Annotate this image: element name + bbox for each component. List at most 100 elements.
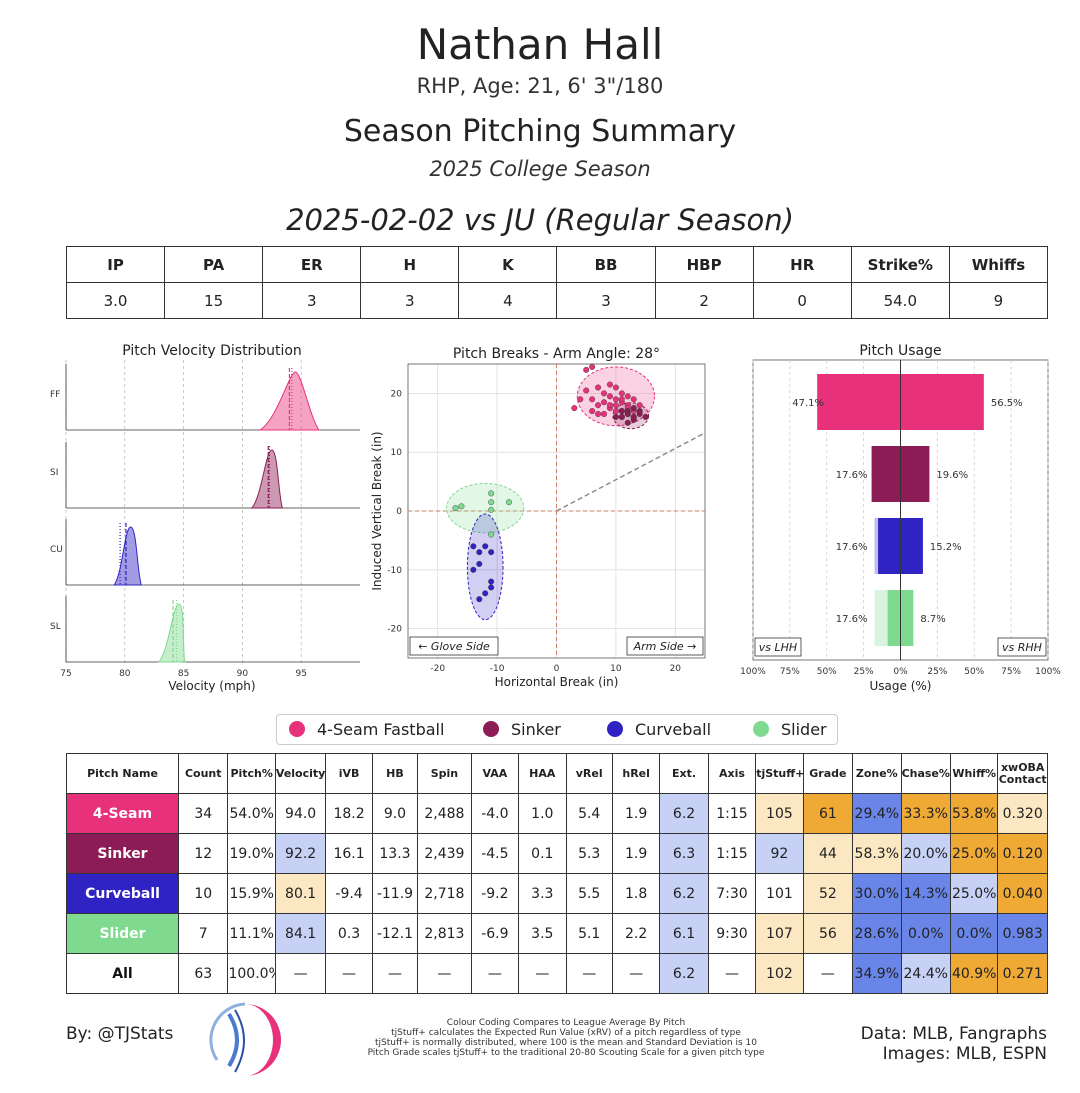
usage-x-label: Usage (%) — [870, 679, 932, 693]
metrics-cell: 0.983 — [997, 913, 1048, 954]
metrics-header-cell: Chase% — [900, 753, 951, 794]
season-label: 2025 College Season — [429, 157, 651, 181]
vs-rhh-box — [997, 637, 1047, 657]
break-point-ff — [618, 396, 625, 403]
metrics-cell: — — [371, 953, 419, 994]
legend-dot — [289, 721, 305, 737]
break-y-tick: -10 — [387, 566, 402, 576]
stat-header: BB — [556, 246, 656, 283]
metrics-row: Sinker 12 19.0% 92.2 16.1 13.3 2,439 -4.5 0.1 5.3… — [65, 833, 1048, 874]
metrics-header-cell: hRel — [611, 753, 661, 794]
metrics-cell: 6.2 — [659, 953, 709, 994]
break-point-cu — [476, 596, 483, 603]
break-x-tick: 20 — [670, 664, 682, 674]
break-point-ff — [612, 384, 619, 391]
footnote: tjStuff+ is normally distributed, where … — [374, 1038, 758, 1048]
data-source: Data: MLB, Fangraphs Images: MLB, ESPN — [861, 1024, 1047, 1064]
metrics-cell: 30.0% — [852, 873, 902, 914]
metrics-cell: 92 — [755, 833, 804, 874]
metrics-cell: 0.320 — [997, 793, 1048, 834]
metrics-header-cell: tjStuff+ — [755, 753, 804, 794]
metrics-cell: 10 — [178, 873, 229, 914]
usage-bar-rhh-ff — [900, 374, 984, 430]
arm-angle-line — [556, 432, 706, 512]
usage-bar-mirror-ff — [817, 374, 901, 430]
metrics-cell: 5.4 — [565, 793, 613, 834]
break-point-si — [624, 419, 631, 426]
break-point-ff — [571, 405, 578, 412]
break-point-ff — [601, 410, 608, 417]
legend-dot — [753, 721, 769, 737]
usage-value-rhh: 19.6% — [936, 470, 968, 481]
usage-value-lhh: 17.6% — [836, 470, 868, 481]
break-point-ff — [589, 396, 596, 403]
stat-header: Whiffs — [948, 246, 1049, 283]
usage-bar-rhh-sl — [900, 590, 914, 646]
metrics-cell: 2,813 — [417, 913, 472, 954]
break-x-label: Horizontal Break (in) — [495, 675, 619, 689]
metrics-row: Slider 7 11.1% 84.1 0.3 -12.1 2,813 -6.9 3.5 5.1 2… — [65, 913, 1048, 954]
break-x-tick: -10 — [490, 664, 505, 674]
metrics-cell: 40.9% — [949, 953, 999, 994]
break-point-ff — [589, 408, 596, 415]
metrics-cell: — — [470, 953, 520, 994]
stat-value: 15 — [164, 282, 264, 319]
metrics-cell: 0.3 — [325, 913, 373, 954]
stat-header: PA — [164, 246, 264, 283]
metrics-header-cell: vRel — [565, 753, 613, 794]
usage-value-lhh: 17.6% — [836, 614, 868, 625]
metrics-cell: 6.2 — [659, 793, 709, 834]
metrics-header-cell: Axis — [707, 753, 757, 794]
byline: By: @TJStats — [66, 1024, 174, 1044]
break-point-si — [612, 413, 619, 420]
metrics-header-cell: Velocity — [274, 753, 327, 794]
break-point-ff — [612, 408, 619, 415]
game-stats-table: IP PA ER H K BB HBP HR Strike% Whiffs 3.… — [65, 246, 1049, 319]
game-label: 2025-02-02 vs JU (Regular Season) — [286, 203, 794, 237]
usage-bar-rhh-cu — [900, 518, 923, 574]
metrics-cell: 92.2 — [274, 833, 327, 874]
break-point-cu — [482, 590, 489, 597]
velocity-distribution-chart: Pitch Velocity Distribution 75 80 85 90 95 FF S… — [50, 343, 360, 693]
usage-value-lhh: 47.1% — [792, 398, 824, 409]
usage-tick-label: 75% — [780, 667, 800, 677]
velocity-panel-label: SL — [50, 622, 61, 632]
metrics-cell: 6.3 — [659, 833, 709, 874]
metrics-cell: 5.3 — [565, 833, 613, 874]
stat-value: 3 — [556, 282, 656, 319]
stat-header: K — [458, 246, 558, 283]
break-point-sl — [488, 531, 495, 538]
break-point-cu — [476, 560, 483, 567]
pitch-legend: 4-Seam Fastball Sinker Curveball Slider — [276, 714, 838, 745]
metrics-cell: 0.040 — [997, 873, 1048, 914]
velocity-density-sl — [157, 603, 186, 663]
legend-item-sl: Slider — [753, 720, 827, 739]
tjstats-logo — [209, 1002, 281, 1076]
metrics-cell: 2,488 — [417, 793, 472, 834]
break-y-label: Induced Vertical Break (in) — [370, 431, 384, 590]
pitch-metrics-table: Pitch Name Count Pitch% Velocity iVB HB Spin VA… — [65, 753, 1048, 994]
metrics-header-cell: Ext. — [659, 753, 709, 794]
break-y-tick: 20 — [391, 389, 403, 399]
break-point-si — [636, 408, 643, 415]
velocity-tick-label: 90 — [237, 669, 249, 679]
stat-value: 0 — [752, 282, 852, 319]
legend-item-si: Sinker — [483, 720, 561, 739]
break-point-cu — [482, 543, 489, 550]
player-bio: RHP, Age: 21, 6' 3"/180 — [416, 74, 664, 98]
metrics-row: All63100.0%————————6.2—102—34.9%24.4%40.… — [65, 953, 1048, 994]
metrics-cell: -11.9 — [371, 873, 419, 914]
usage-value-rhh: 15.2% — [930, 542, 962, 553]
metrics-cell: 0.120 — [997, 833, 1048, 874]
break-point-ff — [595, 402, 602, 409]
usage-tick-label: 75% — [1001, 667, 1021, 677]
legend-item-ff: 4-Seam Fastball — [289, 720, 444, 739]
footnote: Pitch Grade scales tjStuff+ to the tradi… — [367, 1048, 765, 1058]
metrics-header-cell: HAA — [518, 753, 567, 794]
break-point-si — [618, 413, 625, 420]
metrics-cell: 24.4% — [900, 953, 951, 994]
legend-label: 4-Seam Fastball — [317, 720, 445, 739]
break-point-ff — [606, 393, 613, 400]
metrics-cell: -9.4 — [325, 873, 373, 914]
metrics-cell: 25.0% — [949, 833, 999, 874]
